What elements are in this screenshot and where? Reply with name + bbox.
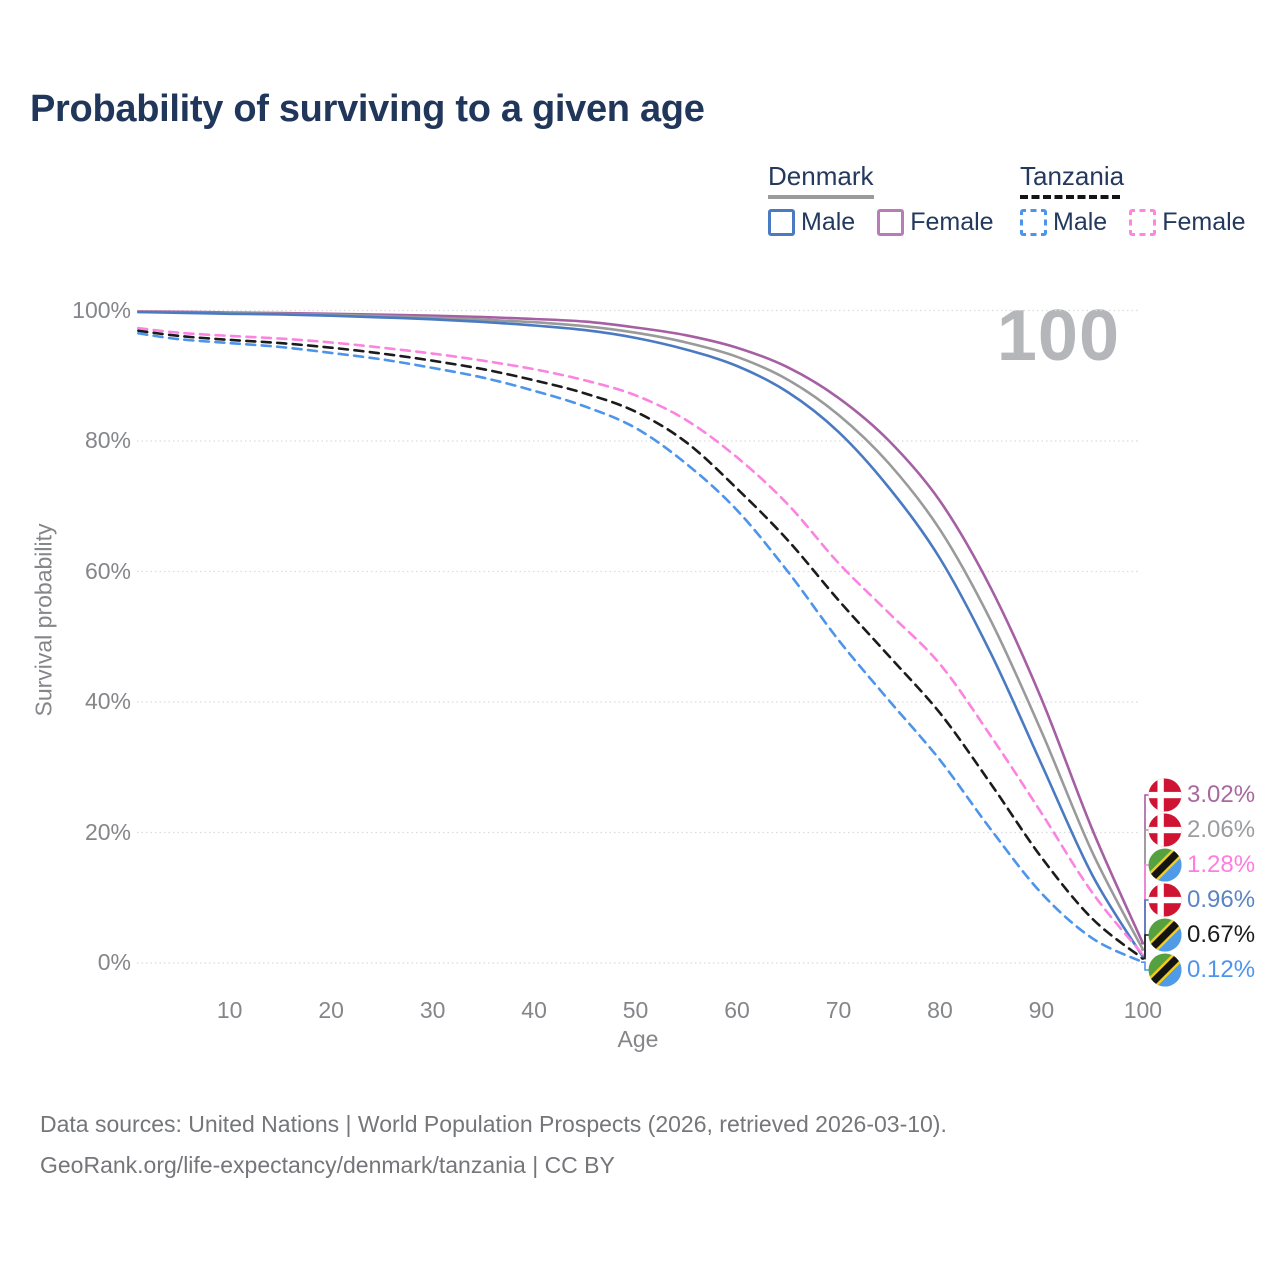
curve-denmark-female xyxy=(137,310,1145,945)
x-tick-10: 10 xyxy=(216,997,243,1023)
x-tick-100: 100 xyxy=(1123,997,1163,1023)
y-tick-80%: 80% xyxy=(84,427,131,453)
legend-linestyle-solid-sample xyxy=(768,195,874,199)
legend-group-tanzania: Tanzania Male Female xyxy=(1020,161,1268,237)
curve-end-label-tanzania-female: 1.28% xyxy=(1148,848,1255,882)
footer-sources: Data sources: United Nations | World Pop… xyxy=(40,1111,947,1137)
x-tick-70: 70 xyxy=(825,997,852,1023)
x-tick-40: 40 xyxy=(521,997,547,1023)
checkbox-denmark-female-icon[interactable] xyxy=(877,209,905,236)
end-label-connector-tanzania-male xyxy=(1141,961,1149,971)
flag-denmark-icon xyxy=(1148,883,1182,917)
x-tick-20: 20 xyxy=(318,997,344,1023)
end-label-connector-denmark-male xyxy=(1141,899,1149,958)
curve-end-label-denmark-female: 3.02% xyxy=(1148,778,1255,812)
legend-item-label: Female xyxy=(1162,208,1246,236)
y-tick-40%: 40% xyxy=(84,688,131,714)
legend-row-denmark: Male Female xyxy=(768,208,1016,237)
x-tick-80: 80 xyxy=(927,997,953,1023)
legend-item-label: Male xyxy=(801,208,856,236)
curve-end-label-tanzania-total: 0.67% xyxy=(1148,918,1255,952)
footer: Data sources: United Nations | World Pop… xyxy=(40,1104,947,1186)
age-counter-watermark: 100 xyxy=(996,296,1120,376)
end-label-connector-tanzania-total xyxy=(1141,934,1149,960)
legend-item-tanzania-male[interactable]: Male xyxy=(1020,208,1107,237)
legend-item-label: Male xyxy=(1053,208,1108,236)
legend-item-tanzania-female[interactable]: Female xyxy=(1129,208,1246,237)
x-tick-90: 90 xyxy=(1028,997,1055,1023)
flag-denmark-icon xyxy=(1148,813,1182,847)
checkbox-tanzania-female-icon[interactable] xyxy=(1129,209,1157,236)
legend-linestyle-dashed-sample xyxy=(1020,195,1120,199)
curve-denmark-total xyxy=(137,310,1145,951)
flag-denmark-icon xyxy=(1148,778,1182,812)
curve-end-value: 2.06% xyxy=(1187,816,1256,843)
x-tick-50: 50 xyxy=(622,997,649,1023)
legend-group-denmark: Denmark Male Female xyxy=(768,161,1016,237)
y-tick-20%: 20% xyxy=(84,818,131,845)
curve-end-label-denmark-male: 0.96% xyxy=(1148,883,1255,917)
legend-item-denmark-female[interactable]: Female xyxy=(877,208,994,237)
x-tick-30: 30 xyxy=(419,997,446,1023)
curve-tanzania-female xyxy=(137,326,1145,956)
x-tick-60: 60 xyxy=(724,997,750,1023)
page-title: Probability of surviving to a given age xyxy=(30,88,705,130)
footer-attribution: GeoRank.org/life-expectancy/denmark/tanz… xyxy=(40,1152,615,1178)
flag-tanzania-icon xyxy=(1148,953,1182,987)
curve-end-value: 3.02% xyxy=(1187,781,1256,808)
legend-group-title-tanzania: Tanzania xyxy=(1020,161,1125,191)
checkbox-tanzania-male-icon[interactable] xyxy=(1020,209,1047,236)
checkbox-denmark-male-icon[interactable] xyxy=(768,209,795,236)
curve-end-label-tanzania-male: 0.12% xyxy=(1148,953,1255,987)
curve-denmark-male xyxy=(137,310,1145,958)
legend-item-denmark-male[interactable]: Male xyxy=(768,208,855,237)
flag-tanzania-icon xyxy=(1148,918,1182,952)
x-axis-title: Age xyxy=(617,1026,659,1052)
curve-end-value: 0.67% xyxy=(1187,921,1256,948)
legend-item-label: Female xyxy=(910,208,994,236)
curve-end-value: 1.28% xyxy=(1187,851,1256,878)
y-tick-60%: 60% xyxy=(84,557,131,584)
flag-tanzania-icon xyxy=(1148,848,1182,882)
curve-tanzania-male xyxy=(137,332,1145,964)
curve-tanzania-total xyxy=(137,329,1145,960)
y-tick-100%: 100% xyxy=(72,296,131,323)
legend-group-title-denmark: Denmark xyxy=(768,161,874,191)
y-tick-0%: 0% xyxy=(97,949,131,975)
legend-row-tanzania: Male Female xyxy=(1020,208,1268,237)
curve-end-label-denmark-total: 2.06% xyxy=(1148,813,1255,847)
curve-end-value: 0.96% xyxy=(1187,886,1256,913)
curve-end-value: 0.12% xyxy=(1187,956,1256,983)
